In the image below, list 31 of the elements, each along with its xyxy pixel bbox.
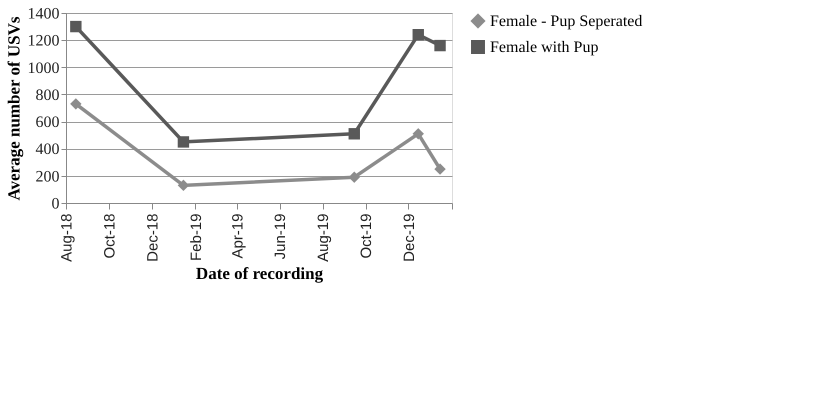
x-tick-label: Oct-18 [101,214,118,259]
y-tick-label: 0 [52,196,60,212]
point [412,29,424,40]
y-tick-label: 200 [36,168,60,186]
point [348,128,360,140]
legend-label: Female - Pup Seperated [490,13,642,30]
point [434,40,446,52]
y-tick-label: 1200 [28,32,60,50]
point [178,180,190,192]
point [412,128,424,140]
y-axis-title: Average number of USVs [4,16,24,200]
y-tick-label: 600 [36,114,60,132]
x-axis-title: Date of recording [196,264,324,283]
y-tick-label: 400 [36,141,60,158]
point [178,136,190,148]
x-tick-label: Dec-19 [400,214,418,262]
x-tick-label: Jun-19 [272,214,290,260]
y-tick-label: 1000 [28,60,60,77]
x-tick-label: Dec-18 [144,214,162,262]
legend-label: Female with Pup [490,39,598,56]
x-tick-label: Oct-19 [358,214,376,259]
point [434,163,446,175]
point [70,20,82,32]
point [348,172,360,183]
x-tick-label: Apr-19 [229,214,246,259]
x-tick-label: Feb-19 [188,214,205,262]
y-tick-label: 800 [36,86,60,104]
point [70,98,82,110]
x-tick-label: Aug-19 [315,214,332,262]
x-tick-label: Aug-18 [58,214,76,262]
y-tick-label: 1400 [28,6,60,22]
